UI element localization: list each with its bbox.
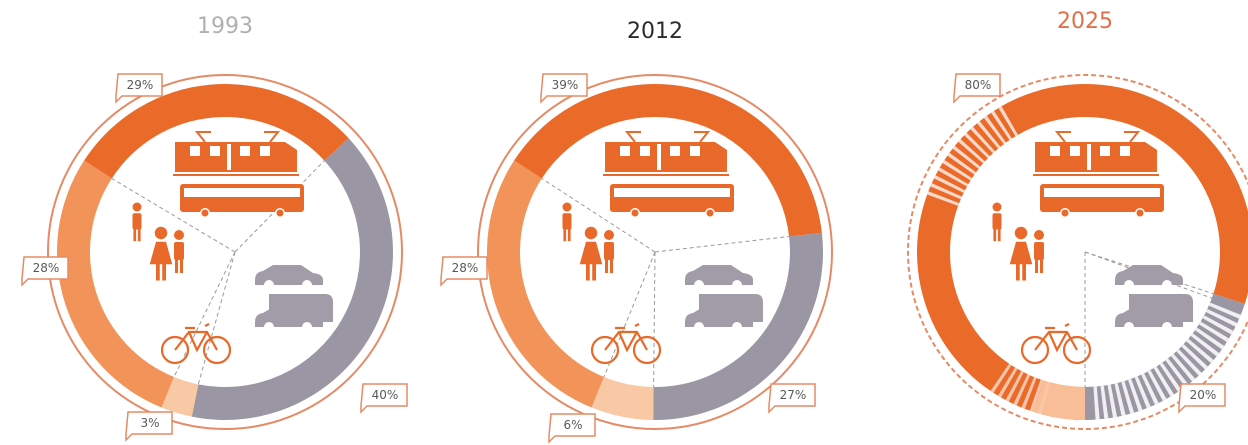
tram-icon bbox=[173, 131, 299, 176]
slice-label-walking: 28% bbox=[21, 256, 69, 287]
bus-icon bbox=[1040, 184, 1164, 218]
donut-chart-2025: 2025 80% 20% bbox=[907, 9, 1248, 430]
outer-ring bbox=[907, 74, 1248, 430]
slice-value-label: 28% bbox=[452, 261, 479, 275]
slice-walking bbox=[56, 160, 174, 408]
bicycle-icon bbox=[1020, 323, 1092, 365]
donut-chart-2012: 2012 39% 27% 6% 28% bbox=[440, 19, 833, 444]
tram-icon bbox=[1033, 131, 1159, 176]
slice-value-label: 20% bbox=[1190, 388, 1217, 402]
tram-icon bbox=[603, 131, 729, 176]
slice-value-label: 29% bbox=[127, 78, 154, 92]
slice-label-bicycle: 6% bbox=[548, 413, 596, 444]
bus-icon bbox=[180, 184, 304, 218]
sector-divider bbox=[111, 178, 236, 253]
pedestrians-icon bbox=[992, 202, 1044, 281]
slice-label-sustainable-modes: 80% bbox=[953, 73, 1001, 104]
slice-value-label: 40% bbox=[372, 388, 399, 402]
sector-divider bbox=[173, 251, 236, 378]
van-icon bbox=[1115, 294, 1193, 332]
sector-divider bbox=[197, 251, 236, 385]
slice-car bbox=[653, 232, 823, 420]
chart-title: 2025 bbox=[1057, 9, 1113, 34]
slice-label-car: 40% bbox=[360, 383, 408, 414]
pedestrians-icon bbox=[562, 202, 614, 281]
van-icon bbox=[685, 294, 763, 332]
slice-value-label: 27% bbox=[780, 388, 807, 402]
slice-value-label: 39% bbox=[552, 78, 579, 92]
car-icon bbox=[1115, 265, 1183, 290]
slice-value-label: 3% bbox=[140, 416, 159, 430]
van-icon bbox=[255, 294, 333, 332]
slice-label-car: 27% bbox=[768, 383, 816, 414]
slice-car bbox=[191, 138, 393, 420]
slice-bicycle bbox=[591, 376, 654, 420]
slice-label-public-transport: 39% bbox=[540, 73, 588, 104]
sector-divider bbox=[654, 235, 790, 253]
sector-divider bbox=[541, 178, 656, 253]
bicycle-icon bbox=[160, 323, 232, 365]
bicycle-icon bbox=[590, 323, 662, 365]
car-icon bbox=[685, 265, 753, 290]
slice-label-bicycle: 3% bbox=[125, 411, 173, 442]
outer-ring bbox=[477, 74, 833, 430]
bus-icon bbox=[610, 184, 734, 218]
slice-value-label: 80% bbox=[965, 78, 992, 92]
slice-label-car: 20% bbox=[1178, 383, 1226, 414]
sector-divider bbox=[653, 251, 656, 387]
sector-divider bbox=[1084, 251, 1214, 295]
slice-label-public-transport: 29% bbox=[115, 73, 163, 104]
pedestrians-icon bbox=[132, 202, 184, 281]
slice-walking bbox=[486, 160, 604, 408]
slice-value-label: 28% bbox=[33, 261, 60, 275]
outer-ring bbox=[47, 74, 403, 430]
slice-label-walking: 28% bbox=[440, 256, 488, 287]
sector-divider bbox=[603, 251, 656, 378]
chart-title: 2012 bbox=[627, 19, 683, 44]
chart-title: 1993 bbox=[197, 14, 253, 39]
slice-value-label: 6% bbox=[563, 418, 582, 432]
slice-public-transport bbox=[84, 84, 349, 179]
donut-chart-1993: 1993 29% 40% 3% 28% bbox=[21, 14, 408, 442]
slice-public-transport bbox=[514, 83, 822, 237]
slice-bicycle bbox=[161, 376, 199, 417]
car-icon bbox=[255, 265, 323, 290]
